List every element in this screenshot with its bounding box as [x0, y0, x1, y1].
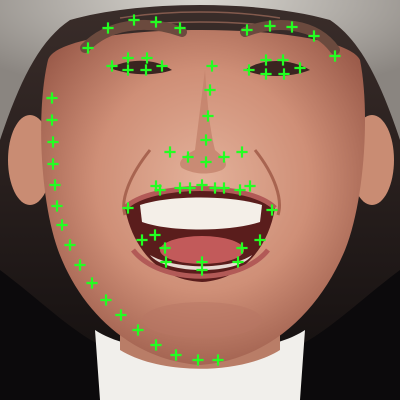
- landmark-inner-lip-3: [209, 182, 221, 194]
- landmark-left-eye-4: [156, 60, 168, 72]
- upper-teeth: [140, 197, 262, 230]
- landmark-outer-lip-12: [136, 234, 148, 246]
- landmark-jaw-15: [170, 349, 182, 361]
- landmark-left-eyebrow-3: [128, 14, 140, 26]
- landmark-inner-lip-5: [236, 242, 248, 254]
- landmark-right-eyebrow-2: [264, 20, 276, 32]
- right-eye: [245, 61, 310, 76]
- landmark-outer-lip-4: [196, 179, 208, 191]
- right-cheek-fold: [253, 149, 281, 216]
- landmark-left-eye-5: [140, 64, 152, 76]
- lower-lip: [131, 248, 270, 279]
- chin: [142, 302, 262, 338]
- landmark-jaw-8: [64, 239, 76, 251]
- landmark-outer-lip-6: [244, 180, 256, 192]
- lower-teeth: [150, 255, 252, 270]
- landmark-outer-lip-7: [266, 204, 278, 216]
- landmark-inner-lip-7: [159, 242, 171, 254]
- landmark-inner-lip-1: [154, 184, 166, 196]
- hair: [0, 0, 400, 140]
- landmark-right-eyebrow-4: [308, 30, 320, 42]
- landmark-jaw-11: [100, 294, 112, 306]
- landmark-right-eyebrow-5: [329, 50, 341, 62]
- landmark-right-eye-5: [278, 68, 290, 80]
- landmark-outer-lip-3: [174, 182, 186, 194]
- landmark-jaw-13: [132, 324, 144, 336]
- landmark-outer-lip-1: [122, 202, 134, 214]
- suit-left: [0, 270, 110, 400]
- landmark-markers: [46, 14, 341, 366]
- landmark-jaw-4: [47, 158, 59, 170]
- landmark-right-eye-2: [260, 54, 272, 66]
- landmark-nose-bridge-1: [206, 60, 218, 72]
- landmark-nose-base-4: [218, 151, 230, 163]
- landmark-left-eyebrow-4: [150, 16, 162, 28]
- landmark-right-eyebrow-1: [241, 24, 253, 36]
- landmark-inner-lip-6: [196, 256, 208, 268]
- landmark-jaw-5: [49, 179, 61, 191]
- landmark-jaw-17: [212, 354, 224, 366]
- landmark-outer-lip-9: [232, 256, 244, 268]
- landmark-jaw-10: [86, 277, 98, 289]
- landmark-nose-base-2: [182, 151, 194, 163]
- landmark-left-eye-2: [122, 52, 134, 64]
- landmark-nose-bridge-2: [204, 84, 216, 96]
- landmark-nose-base-5: [236, 146, 248, 158]
- landmark-outer-lip-5: [218, 182, 230, 194]
- landmark-jaw-12: [115, 309, 127, 321]
- landmark-right-eye-1: [243, 64, 255, 76]
- landmark-left-eyebrow-5: [174, 22, 186, 34]
- landmark-jaw-1: [46, 92, 58, 104]
- upper-lip: [123, 186, 277, 210]
- landmark-nose-base-1: [164, 146, 176, 158]
- landmark-jaw-6: [51, 200, 63, 212]
- landmark-outer-lip-8: [254, 234, 266, 246]
- landmark-jaw-14: [150, 339, 162, 351]
- nose: [180, 70, 226, 174]
- landmark-right-eye-4: [294, 62, 306, 74]
- landmark-outer-lip-11: [160, 256, 172, 268]
- landmark-jaw-16: [192, 354, 204, 366]
- tongue: [160, 236, 244, 264]
- landmark-nose-base-3: [200, 156, 212, 168]
- landmark-jaw-3: [47, 136, 59, 148]
- landmark-nose-bridge-3: [202, 110, 214, 122]
- landmark-left-eyebrow-1: [82, 42, 94, 54]
- landmark-jaw-2: [46, 114, 58, 126]
- landmark-right-eye-3: [277, 54, 289, 66]
- landmark-jaw-7: [56, 219, 68, 231]
- landmark-inner-lip-4: [234, 184, 246, 196]
- landmark-left-eye-1: [106, 60, 118, 72]
- left-eyebrow: [80, 19, 187, 53]
- landmark-left-eye-3: [141, 52, 153, 64]
- landmark-inner-lip-2: [184, 182, 196, 194]
- left-cheek-fold: [122, 149, 152, 216]
- left-ear: [8, 115, 52, 205]
- landmark-left-eyebrow-2: [102, 22, 114, 34]
- landmark-left-eye-6: [122, 64, 134, 76]
- landmark-right-eye-6: [260, 68, 272, 80]
- suit-right: [290, 270, 400, 400]
- neck: [120, 330, 280, 369]
- landmark-inner-lip-8: [149, 229, 161, 241]
- landmark-right-eyebrow-3: [286, 21, 298, 33]
- landmark-nose-bridge-4: [200, 134, 212, 146]
- landmark-jaw-9: [74, 259, 86, 271]
